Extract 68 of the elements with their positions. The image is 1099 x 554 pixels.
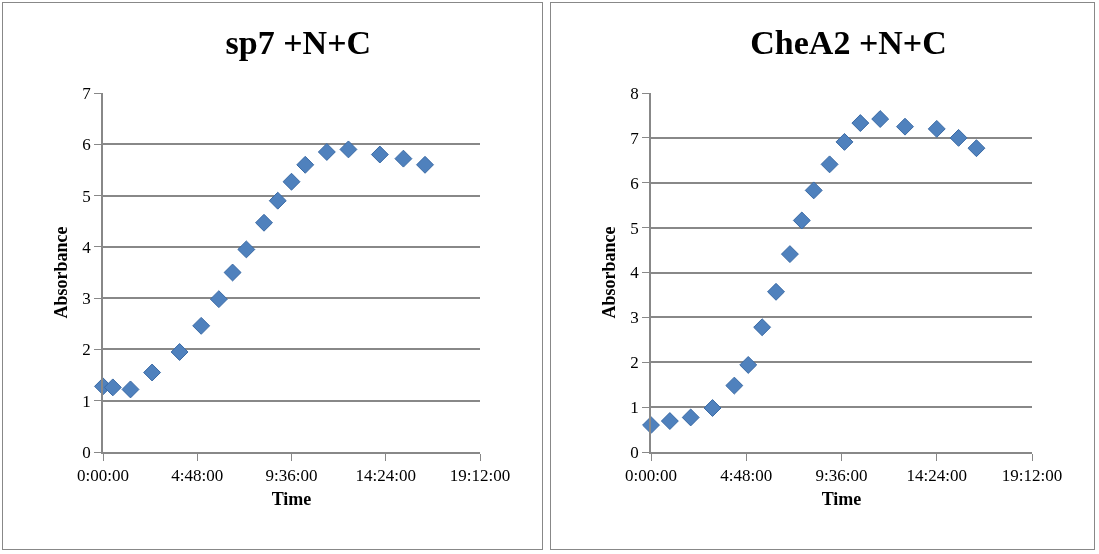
y-tick-label: 3 — [82, 289, 91, 309]
point — [282, 172, 301, 191]
point — [896, 117, 914, 136]
point — [703, 399, 722, 417]
point — [871, 110, 890, 128]
point — [170, 343, 189, 361]
y-tick-label: 7 — [82, 83, 92, 103]
y-axis-title: Absorbance — [599, 226, 620, 319]
point — [820, 155, 839, 174]
x-tick-label: 19:12:00 — [449, 466, 511, 486]
y-tick-label: 8 — [630, 83, 639, 103]
point — [967, 139, 986, 158]
y-tick-label: 1 — [630, 398, 639, 418]
point — [317, 143, 336, 161]
x-tick-label: 0:00:00 — [625, 466, 677, 486]
x-tick-label: 0:00:00 — [77, 466, 129, 486]
y-tick-label: 6 — [630, 173, 639, 193]
point — [753, 318, 772, 337]
point — [851, 114, 870, 133]
point — [223, 263, 242, 282]
x-tick-label: 9:36:00 — [815, 466, 868, 486]
point — [296, 155, 315, 174]
chart-title: sp7 +N+C — [225, 24, 372, 61]
y-tick-label: 2 — [82, 340, 91, 360]
point — [255, 213, 273, 232]
x-tick-label: 14:24:00 — [906, 466, 967, 486]
point — [792, 211, 811, 230]
x-tick-label: 4:48:00 — [171, 466, 224, 486]
point — [103, 378, 122, 397]
point — [192, 316, 211, 335]
y-tick-label: 1 — [82, 391, 91, 411]
point — [725, 376, 744, 395]
point — [209, 290, 228, 309]
point — [660, 412, 679, 430]
y-tick-label: 0 — [82, 442, 91, 462]
y-tick-label: 7 — [630, 128, 640, 148]
point — [927, 119, 946, 138]
point — [739, 355, 758, 374]
x-tick-label: 9:36:00 — [265, 466, 318, 486]
point — [339, 140, 358, 159]
x-tick-label: 14:24:00 — [355, 466, 416, 486]
y-tick-label: 5 — [82, 186, 91, 206]
x-tick-label: 4:48:00 — [720, 466, 773, 486]
point — [121, 380, 140, 399]
x-tick-label: 19:12:00 — [1001, 466, 1063, 486]
point — [835, 132, 854, 151]
y-tick-label: 4 — [82, 237, 92, 257]
point — [237, 240, 256, 259]
point — [268, 191, 287, 210]
point — [804, 181, 823, 200]
point — [949, 128, 968, 147]
point — [780, 245, 799, 264]
y-axis-title: Absorbance — [51, 226, 72, 319]
point — [394, 149, 413, 168]
x-axis-title: Time — [271, 488, 312, 509]
y-tick-label: 4 — [630, 263, 640, 283]
chart-title: CheA2 +N+C — [750, 24, 947, 61]
point — [416, 155, 434, 174]
point — [143, 363, 162, 382]
point — [681, 408, 700, 427]
x-axis-title: Time — [821, 488, 862, 509]
point — [370, 145, 389, 164]
y-tick-label: 6 — [82, 135, 91, 155]
y-tick-label: 5 — [630, 218, 639, 238]
y-tick-label: 2 — [630, 353, 639, 373]
y-tick-label: 3 — [630, 308, 639, 328]
y-tick-label: 0 — [630, 442, 639, 462]
point — [767, 282, 785, 301]
